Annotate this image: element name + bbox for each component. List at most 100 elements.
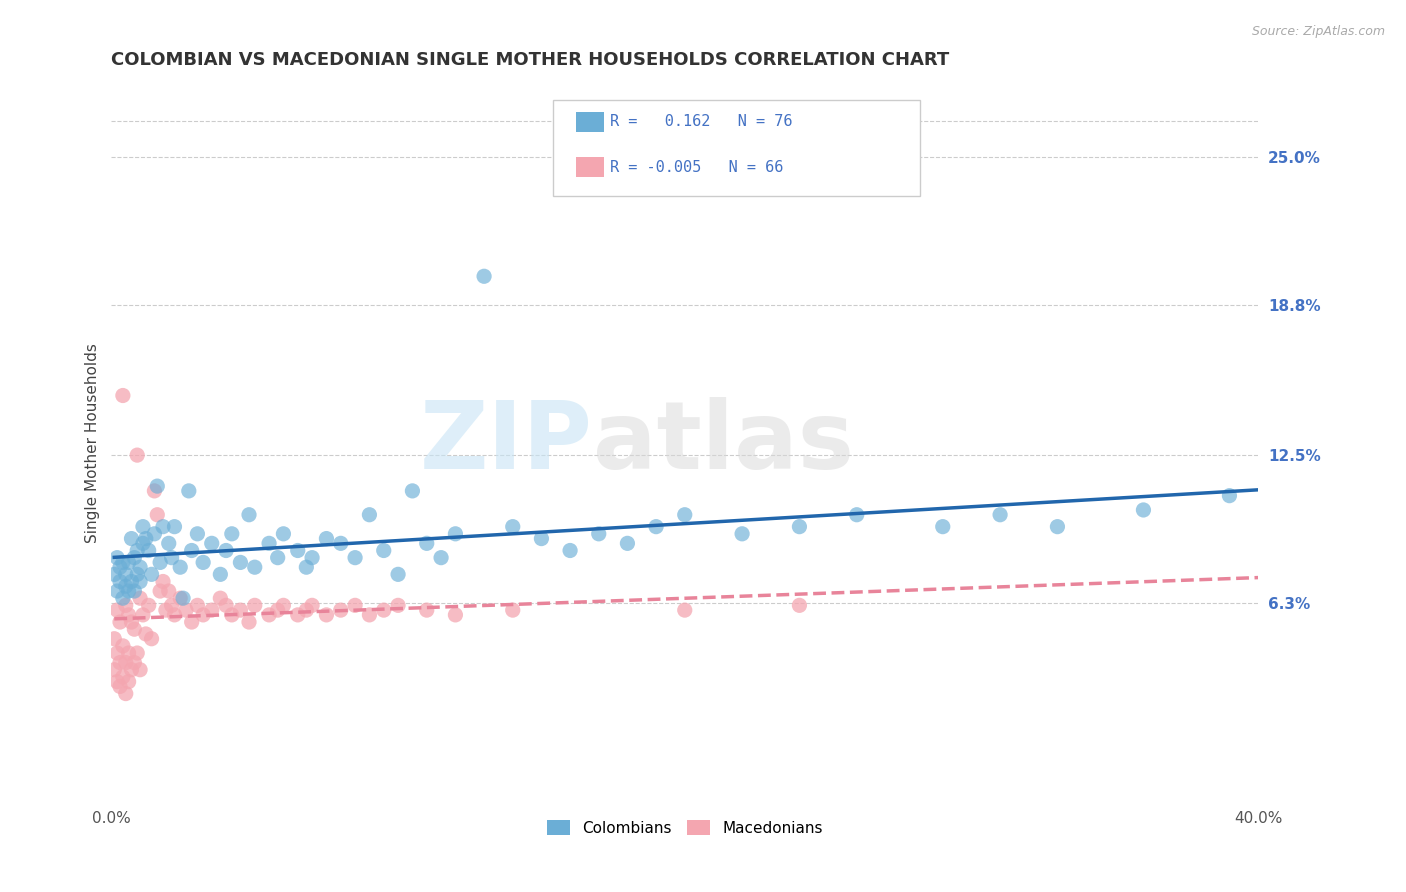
- Point: [124, 584, 146, 599]
- Point: [160, 550, 183, 565]
- Point: [221, 526, 243, 541]
- Point: [138, 543, 160, 558]
- Point: [169, 591, 191, 606]
- Text: atlas: atlas: [593, 397, 853, 489]
- Point: [444, 526, 467, 541]
- Point: [111, 591, 134, 606]
- Point: [114, 599, 136, 613]
- Point: [157, 536, 180, 550]
- Point: [141, 567, 163, 582]
- Point: [243, 560, 266, 574]
- Point: [135, 532, 157, 546]
- Point: [315, 532, 337, 546]
- Point: [103, 663, 125, 677]
- FancyBboxPatch shape: [553, 100, 920, 196]
- Point: [558, 543, 581, 558]
- Point: [132, 519, 155, 533]
- Point: [229, 603, 252, 617]
- Point: [344, 550, 367, 565]
- Point: [121, 615, 143, 629]
- Point: [143, 483, 166, 498]
- Point: [108, 574, 131, 589]
- Point: [141, 632, 163, 646]
- Point: [143, 526, 166, 541]
- Point: [273, 526, 295, 541]
- Text: R = -0.005   N = 66: R = -0.005 N = 66: [610, 160, 783, 175]
- Point: [117, 674, 139, 689]
- Point: [416, 536, 439, 550]
- Point: [616, 536, 638, 550]
- Point: [301, 550, 323, 565]
- Point: [359, 607, 381, 622]
- Point: [127, 567, 149, 582]
- Point: [209, 567, 232, 582]
- Text: Source: ZipAtlas.com: Source: ZipAtlas.com: [1251, 25, 1385, 38]
- Point: [105, 584, 128, 599]
- Point: [845, 508, 868, 522]
- Point: [149, 584, 172, 599]
- Point: [273, 599, 295, 613]
- Point: [160, 599, 183, 613]
- Point: [191, 607, 214, 622]
- Point: [108, 615, 131, 629]
- Point: [238, 615, 260, 629]
- Point: [180, 543, 202, 558]
- Point: [673, 508, 696, 522]
- Point: [127, 646, 149, 660]
- Text: R =   0.162   N = 76: R = 0.162 N = 76: [610, 114, 793, 129]
- Point: [329, 603, 352, 617]
- Point: [117, 607, 139, 622]
- Point: [111, 670, 134, 684]
- Point: [121, 532, 143, 546]
- Point: [238, 508, 260, 522]
- Point: [121, 663, 143, 677]
- Point: [988, 508, 1011, 522]
- Point: [229, 556, 252, 570]
- Point: [1132, 503, 1154, 517]
- Point: [266, 550, 288, 565]
- Point: [114, 687, 136, 701]
- Point: [149, 556, 172, 570]
- Point: [295, 560, 318, 574]
- Point: [645, 519, 668, 533]
- Text: COLOMBIAN VS MACEDONIAN SINGLE MOTHER HOUSEHOLDS CORRELATION CHART: COLOMBIAN VS MACEDONIAN SINGLE MOTHER HO…: [111, 51, 949, 69]
- Point: [129, 663, 152, 677]
- Point: [108, 680, 131, 694]
- Point: [163, 607, 186, 622]
- Point: [373, 603, 395, 617]
- Point: [1218, 489, 1240, 503]
- Point: [673, 603, 696, 617]
- Point: [111, 556, 134, 570]
- Point: [105, 550, 128, 565]
- Point: [155, 603, 177, 617]
- Point: [731, 526, 754, 541]
- Point: [186, 526, 208, 541]
- Point: [387, 567, 409, 582]
- Point: [1046, 519, 1069, 533]
- Point: [444, 607, 467, 622]
- Text: ZIP: ZIP: [420, 397, 593, 489]
- Point: [108, 656, 131, 670]
- Point: [111, 388, 134, 402]
- Point: [315, 607, 337, 622]
- Point: [221, 607, 243, 622]
- Point: [789, 519, 811, 533]
- FancyBboxPatch shape: [576, 157, 605, 178]
- Point: [146, 508, 169, 522]
- Point: [359, 508, 381, 522]
- Point: [201, 536, 224, 550]
- Point: [152, 519, 174, 533]
- Point: [588, 526, 610, 541]
- Point: [114, 567, 136, 582]
- Point: [132, 536, 155, 550]
- Point: [103, 567, 125, 582]
- Point: [344, 599, 367, 613]
- Point: [387, 599, 409, 613]
- Point: [257, 607, 280, 622]
- Point: [152, 574, 174, 589]
- Point: [416, 603, 439, 617]
- Point: [105, 674, 128, 689]
- Point: [111, 639, 134, 653]
- Point: [201, 603, 224, 617]
- Point: [789, 599, 811, 613]
